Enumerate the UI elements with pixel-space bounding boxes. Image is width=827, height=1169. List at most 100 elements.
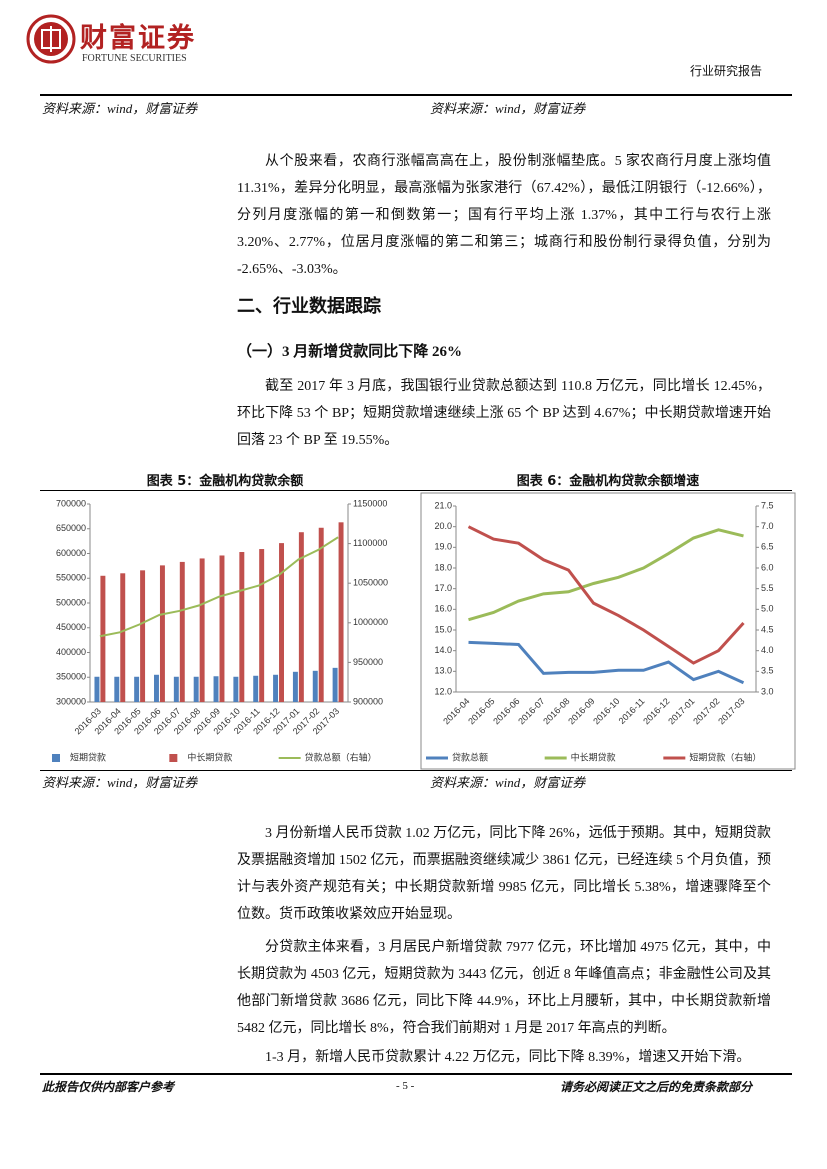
bar [332, 667, 338, 702]
x-tick-label: 2016-04 [441, 696, 471, 726]
legend-label: 短期贷款 [70, 751, 106, 762]
bar [199, 558, 205, 702]
y-tick-label: 20.0 [434, 521, 452, 531]
y-tick-label: 17.0 [434, 583, 452, 593]
bar [193, 676, 199, 702]
bar [338, 522, 344, 702]
section-heading: 二、行业数据跟踪 [237, 296, 381, 316]
bar [312, 670, 318, 702]
logo-english: FORTUNE SECURITIES [82, 53, 187, 64]
bar [298, 532, 304, 702]
chart-top-rule [40, 490, 792, 491]
paragraph: 截至 2017 年 3 月底，我国银行业贷款总额达到 110.8 万亿元，同比增… [237, 379, 771, 448]
chart-title: 图表 6：金融机构贷款余额增速 [516, 474, 700, 489]
y2-tick-label: 4.0 [761, 645, 774, 655]
source-note: 资料来源：wind，财富证券 [42, 775, 198, 790]
paragraph: 1-3 月，新增人民币贷款累计 4.22 万亿元，同比下降 8.39%，增速又开… [265, 1050, 751, 1065]
y-tick-label: 650000 [56, 523, 86, 533]
source-note: 资料来源：wind，财富证券 [430, 101, 586, 116]
line-series [468, 528, 744, 622]
line-series [467, 525, 745, 665]
x-tick-label: 2016-05 [466, 696, 496, 726]
y2-tick-label: 1100000 [353, 538, 387, 548]
bar [173, 676, 179, 702]
y-tick-label: 15.0 [434, 624, 452, 634]
chart-title: 图表 5：金融机构贷款余额 [146, 474, 304, 489]
y-tick-label: 21.0 [434, 500, 452, 510]
y2-tick-label: 5.5 [761, 583, 774, 593]
y2-tick-label: 900000 [353, 696, 383, 706]
paragraph: 3 月份新增人民币贷款 1.02 万亿元，同比下降 26%，远低于预期。其中，短… [237, 826, 771, 922]
paragraph: 分贷款主体来看，3 月居民户新增贷款 7977 亿元，环比增加 4975 亿元，… [237, 940, 771, 1036]
y-tick-label: 600000 [56, 548, 86, 558]
y2-tick-label: 3.5 [761, 666, 774, 676]
bar [279, 543, 284, 702]
chart: 12.0 13.0 14.0 15.0 16.0 17.0 18.0 19.0 20.0 21.0… [420, 492, 796, 770]
bar [100, 575, 106, 702]
legend-label: 短期贷款（右轴） [689, 751, 761, 762]
y-tick-label: 19.0 [434, 542, 452, 552]
bar [159, 565, 165, 702]
chart-bottom-rule [40, 770, 792, 771]
y2-tick-label: 6.5 [761, 542, 774, 552]
chart: 300000 350000 400000 450000 500000 550000 6000… [52, 498, 388, 762]
y2-tick-label: 3.0 [761, 686, 774, 696]
x-tick-label: 2016-09 [566, 696, 596, 726]
subsection-heading: （一）3 月新增贷款同比下降 26% [237, 344, 463, 360]
chart-frame [420, 492, 796, 770]
legend-label: 贷款总额（右轴） [305, 751, 377, 762]
bar [239, 552, 245, 702]
line-series [99, 536, 339, 638]
bar [94, 676, 100, 702]
y2-tick-label: 4.5 [761, 624, 774, 634]
y-tick-label: 400000 [56, 647, 86, 657]
logo-emblem [26, 14, 76, 64]
bar [140, 570, 146, 702]
y-tick-label: 16.0 [434, 604, 452, 614]
page-number: - 5 - [396, 1080, 415, 1092]
x-tick-label: 2017-01 [666, 696, 696, 726]
y2-tick-label: 1150000 [353, 498, 387, 508]
y-tick-label: 700000 [56, 498, 86, 508]
bar [154, 674, 159, 702]
x-tick-label: 2016-06 [491, 696, 521, 726]
y-tick-label: 12.0 [434, 686, 452, 696]
y-tick-label: 14.0 [434, 645, 452, 655]
legend-label: 贷款总额 [452, 751, 488, 762]
bar [120, 573, 126, 702]
y-tick-label: 350000 [56, 672, 86, 682]
bar [134, 676, 140, 702]
y2-tick-label: 6.0 [761, 562, 774, 572]
bar [213, 676, 219, 702]
bar [219, 555, 225, 702]
bar [179, 561, 185, 702]
x-tick-label: 2017-02 [691, 696, 721, 726]
legend-swatch [169, 754, 178, 762]
logo-text: 财富证券 [80, 23, 196, 53]
y2-tick-label: 7.0 [761, 521, 774, 531]
y2-tick-label: 950000 [353, 657, 383, 667]
y2-tick-label: 5.0 [761, 604, 774, 614]
header-rule [40, 94, 792, 96]
y-tick-label: 500000 [56, 597, 86, 607]
y-tick-label: 13.0 [434, 666, 452, 676]
y2-tick-label: 1050000 [353, 578, 388, 588]
footer-rule [40, 1073, 792, 1075]
bar [114, 676, 120, 702]
footer-right: 请务必阅读正文之后的免责条款部分 [560, 1080, 753, 1094]
line-series [468, 640, 745, 685]
bar [259, 549, 265, 702]
paragraph: 从个股来看，农商行涨幅高高在上，股份制涨幅垫底。5 家农商行月度上涨均值 11.… [237, 154, 771, 277]
bar [292, 671, 298, 702]
y-tick-label: 300000 [56, 696, 86, 706]
report-type: 行业研究报告 [690, 64, 763, 78]
source-note: 资料来源：wind，财富证券 [42, 101, 198, 116]
y2-tick-label: 1000000 [353, 617, 388, 627]
bar [233, 676, 239, 702]
y-tick-label: 18.0 [434, 562, 452, 572]
x-tick-label: 2016-08 [541, 696, 571, 726]
y-tick-label: 550000 [56, 573, 86, 583]
footer-left: 此报告仅供内部客户参考 [42, 1080, 175, 1094]
y2-tick-label: 7.5 [761, 500, 774, 510]
